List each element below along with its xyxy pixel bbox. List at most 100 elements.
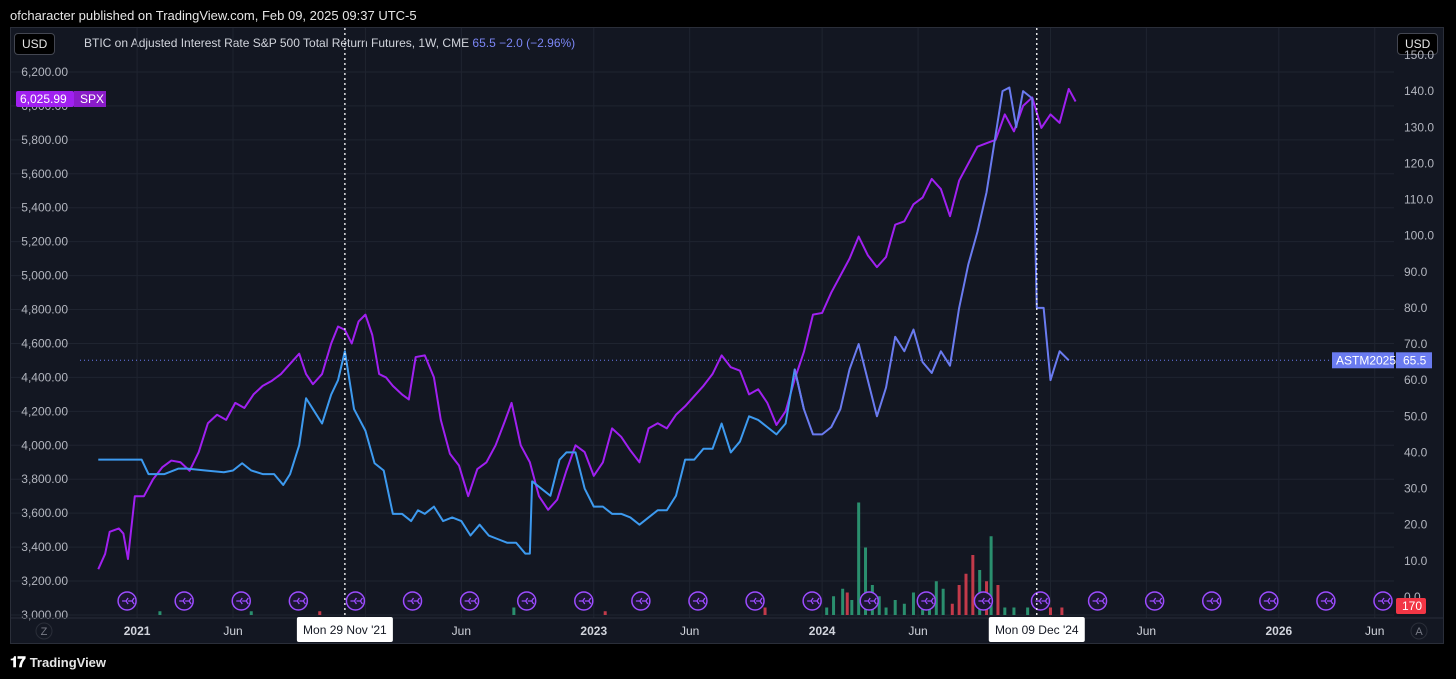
left-axis-tick-label: 5,800.00 <box>21 133 68 147</box>
currency-selector-left[interactable]: USD <box>14 33 56 55</box>
volume-bar <box>318 611 322 615</box>
volume-bar <box>893 600 897 615</box>
event-marker-arrow <box>1206 597 1220 605</box>
crosshair-date-box <box>988 617 1085 642</box>
event-marker-arrow <box>1320 597 1334 605</box>
event-marker-circle <box>174 591 194 611</box>
event-marker-circle <box>231 591 252 611</box>
left-axis-tick-label: 4,400.00 <box>21 370 68 384</box>
series-line-astm2025-early <box>98 350 805 555</box>
volume-bar <box>603 611 607 615</box>
volume-bar <box>850 600 854 615</box>
right-axis-tick-label: 50.0 <box>1404 409 1428 423</box>
volume-bar <box>996 585 1000 615</box>
event-marker-arrow <box>864 597 877 605</box>
left-axis-tick-label: 3,400.00 <box>21 540 68 554</box>
volume-value-tag <box>1396 598 1426 614</box>
event-marker-icon <box>802 591 822 611</box>
event-marker-arrow <box>236 597 249 605</box>
event-marker-arrow <box>978 597 991 605</box>
volume-bar <box>1060 607 1064 615</box>
event-marker-arrow <box>1035 597 1049 605</box>
currency-selector-right[interactable]: USD <box>1397 33 1439 55</box>
tradingview-brand[interactable]: 𝟏𝟕 TradingView <box>10 653 106 671</box>
left-axis-tick-label: 5,000.00 <box>21 269 68 283</box>
left-axis-tick-label: 5,600.00 <box>21 167 68 181</box>
legend-name: BTIC on Adjusted Interest Rate S&P 500 T… <box>84 36 470 50</box>
event-marker-arrow <box>521 597 535 605</box>
event-marker-icon <box>1030 591 1051 611</box>
event-marker-arrow <box>807 597 820 605</box>
x-axis-tick-label: Jun <box>1365 624 1384 638</box>
event-marker-icon <box>973 591 994 611</box>
volume-bar <box>884 607 888 615</box>
x-axis-tick-label: Jun <box>452 624 471 638</box>
event-marker-circle <box>1259 591 1279 611</box>
event-marker-circle <box>1030 591 1051 611</box>
volume-bar <box>971 555 975 615</box>
crosshair-date-label: Mon 29 Nov '21 <box>303 623 387 637</box>
event-marker-icon <box>1144 591 1165 611</box>
event-marker-circle <box>574 591 594 611</box>
x-axis-tick-label: 2024 <box>809 624 836 638</box>
right-axis-tick-label: 20.0 <box>1404 518 1428 532</box>
event-marker-arrow <box>578 597 592 605</box>
event-marker-circle <box>1087 591 1108 611</box>
legend-value: 65.5 <box>472 36 496 50</box>
auto-scale-ring <box>1410 622 1428 640</box>
left-axis-tick-label: 3,000.00 <box>21 608 68 622</box>
volume-bar <box>864 547 868 615</box>
series-line-spx <box>97 87 1077 570</box>
volume-bar <box>158 611 162 615</box>
event-marker-icon <box>574 591 594 611</box>
right-axis-tick-label: 130.0 <box>1404 120 1434 134</box>
volume-bar <box>512 607 516 615</box>
event-marker-icon <box>859 591 879 611</box>
event-marker-circle <box>516 591 537 611</box>
event-marker-circle <box>1316 591 1336 611</box>
astm-name-label: ASTM2025 <box>1336 353 1396 367</box>
event-marker-circle <box>1373 591 1393 611</box>
event-marker-icon <box>174 591 194 611</box>
x-axis-tick-label: 2021 <box>124 624 151 638</box>
series-line-astm2025 <box>793 86 1070 436</box>
event-marker-arrow <box>692 597 706 605</box>
left-axis-tick-label: 5,400.00 <box>21 201 68 215</box>
volume-bar <box>877 596 881 615</box>
event-marker-arrow <box>635 597 649 605</box>
event-marker-circle <box>459 591 480 611</box>
volume-bar <box>989 536 993 615</box>
volume-bar <box>950 603 954 615</box>
right-axis-tick-label: 120.0 <box>1404 156 1434 170</box>
event-marker-arrow <box>921 597 934 605</box>
event-marker-icon <box>516 591 537 611</box>
volume-bar <box>763 607 767 615</box>
volume-bar <box>825 607 829 615</box>
zoom-toggle-ring <box>35 622 53 640</box>
x-axis-tick-label: 2023 <box>580 624 607 638</box>
chart-frame <box>10 27 1444 644</box>
spx-price-value: 6,025.99 <box>20 92 67 106</box>
event-marker-icon <box>1373 591 1393 611</box>
right-axis-tick-label: 90.0 <box>1404 265 1428 279</box>
event-marker-icon <box>1087 591 1108 611</box>
volume-bar <box>964 573 968 615</box>
right-axis-tick-label: 70.0 <box>1404 337 1428 351</box>
x-axis-tick-label: Jun <box>223 624 242 638</box>
event-marker-icon <box>688 591 708 611</box>
right-axis-tick-label: 140.0 <box>1404 84 1434 98</box>
event-marker-circle <box>402 591 423 611</box>
tradingview-logo-icon: 𝟏𝟕 <box>10 653 26 671</box>
legend-change: −2.0 (−2.96%) <box>499 36 576 50</box>
left-axis-tick-label: 4,200.00 <box>21 404 68 418</box>
event-marker-circle <box>973 591 994 611</box>
volume-bar <box>832 596 836 615</box>
right-axis-tick-label: 150.0 <box>1404 48 1434 62</box>
volume-bar <box>1003 607 1007 615</box>
event-marker-arrow <box>179 597 192 605</box>
event-marker-icon <box>1201 591 1222 611</box>
right-axis-tick-label: 10.0 <box>1404 554 1428 568</box>
event-marker-arrow <box>1263 597 1277 605</box>
event-marker-circle <box>117 591 137 611</box>
